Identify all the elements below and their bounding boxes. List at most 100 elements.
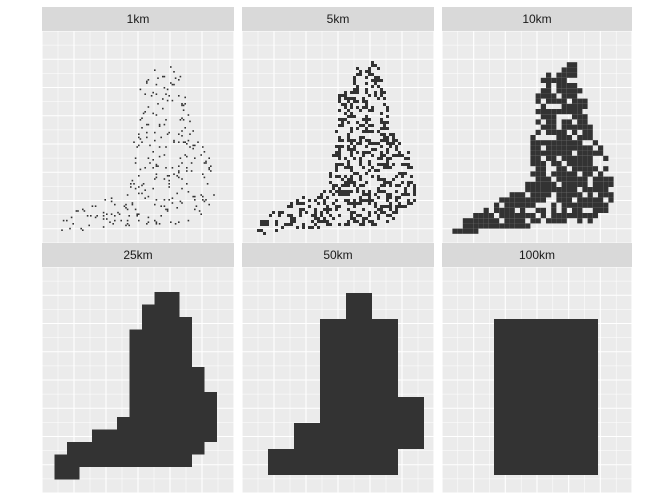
raster-cell: [350, 211, 353, 214]
raster-cell: [530, 213, 536, 219]
raster-cell: [338, 193, 341, 196]
raster-cell: [365, 115, 368, 118]
raster-cell: [383, 127, 386, 130]
raster-cell: [335, 166, 338, 169]
raster-cell: [556, 140, 562, 146]
raster-cell: [395, 154, 398, 157]
raster-cell: [158, 146, 161, 148]
raster-cell: [520, 202, 526, 208]
raster-cell: [572, 187, 578, 193]
raster-cell: [293, 217, 296, 220]
raster-cell: [329, 181, 332, 184]
raster-cell: [413, 193, 416, 196]
raster-cell: [383, 184, 386, 187]
raster-cell: [168, 131, 170, 134]
raster-cell: [592, 181, 598, 187]
raster-cell: [350, 202, 353, 205]
raster-cell: [346, 293, 372, 319]
raster-cell: [104, 454, 117, 467]
raster-cell: [178, 170, 180, 172]
raster-cell: [165, 93, 167, 95]
raster-cell: [154, 317, 167, 330]
raster-cell: [163, 123, 166, 126]
raster-cell: [152, 112, 154, 115]
raster-cell: [167, 442, 180, 455]
raster-cell: [166, 175, 169, 177]
raster-cell: [92, 429, 105, 442]
raster-cell: [546, 98, 552, 104]
raster-cell: [551, 202, 557, 208]
raster-cell: [386, 139, 389, 142]
raster-cell: [540, 171, 546, 177]
raster-cell: [561, 88, 567, 94]
raster-cell: [338, 175, 341, 178]
raster-cell: [202, 195, 204, 198]
raster-cell: [192, 195, 194, 198]
raster-cell: [129, 367, 142, 380]
raster-cell: [587, 218, 593, 224]
raster-cell: [499, 223, 505, 229]
raster-cell: [181, 117, 183, 119]
raster-cell: [362, 208, 365, 211]
raster-cell: [323, 220, 326, 223]
raster-cell: [577, 150, 583, 156]
raster-cell: [546, 155, 552, 161]
raster-cell: [205, 160, 207, 163]
raster-cell: [372, 371, 398, 397]
raster-cell: [572, 103, 578, 109]
raster-cell: [535, 181, 541, 187]
raster-cell: [556, 98, 562, 104]
raster-cell: [556, 161, 562, 167]
raster-cell: [195, 205, 198, 207]
raster-cell: [263, 223, 266, 226]
raster-cell: [206, 183, 209, 185]
raster-cell: [582, 197, 588, 203]
raster-cell: [582, 124, 588, 130]
raster-cell: [347, 136, 350, 139]
raster-cell: [535, 171, 541, 177]
raster-cell: [371, 166, 374, 169]
raster-cell: [371, 61, 374, 64]
raster-cell: [561, 83, 567, 89]
raster-cell: [323, 190, 326, 193]
raster-cell: [350, 181, 353, 184]
raster-cell: [374, 64, 377, 67]
raster-cell: [395, 148, 398, 151]
raster-cell: [407, 151, 410, 154]
raster-cell: [332, 187, 335, 190]
raster-cell: [535, 197, 541, 203]
raster-cell: [144, 93, 146, 95]
raster-cell: [572, 207, 578, 213]
raster-cell: [540, 192, 546, 198]
raster-cell: [603, 176, 609, 182]
raster-cell: [130, 186, 132, 188]
raster-cell: [184, 141, 186, 143]
raster-cell: [380, 91, 383, 94]
raster-cell: [566, 88, 572, 94]
raster-cell: [359, 184, 362, 187]
raster-cell: [561, 181, 567, 187]
raster-cell: [413, 199, 416, 202]
raster-cell: [395, 211, 398, 214]
raster-cell: [120, 219, 122, 222]
raster-cell: [359, 196, 362, 199]
raster-cell: [395, 196, 398, 199]
raster-map: [242, 267, 434, 493]
raster-cell: [260, 220, 263, 223]
raster-cell: [320, 449, 346, 475]
raster-cell: [347, 208, 350, 211]
map-panel: [242, 267, 434, 493]
raster-cell: [182, 109, 185, 111]
raster-cell: [362, 166, 365, 169]
raster-cell: [377, 163, 380, 166]
raster-cell: [592, 176, 598, 182]
raster-cell: [546, 319, 598, 371]
raster-cell: [83, 210, 86, 212]
raster-cell: [551, 145, 557, 151]
raster-map: [42, 31, 234, 257]
raster-cell: [520, 207, 526, 213]
raster-cell: [556, 197, 562, 203]
raster-cell: [179, 157, 182, 159]
raster-cell: [174, 77, 177, 79]
raster-cell: [79, 454, 92, 467]
